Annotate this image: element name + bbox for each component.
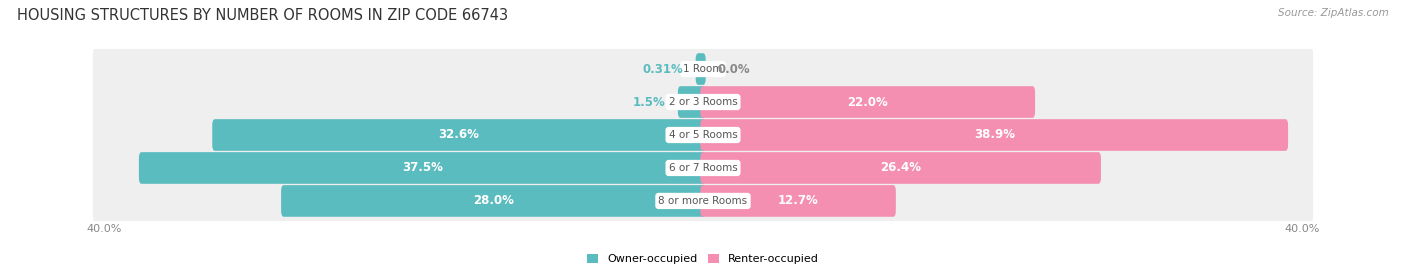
- FancyBboxPatch shape: [93, 178, 1313, 224]
- FancyBboxPatch shape: [281, 185, 706, 217]
- Text: 1.5%: 1.5%: [633, 96, 665, 109]
- Text: 6 or 7 Rooms: 6 or 7 Rooms: [669, 163, 737, 173]
- FancyBboxPatch shape: [93, 145, 1313, 191]
- Text: 28.0%: 28.0%: [472, 194, 513, 207]
- Text: 4 or 5 Rooms: 4 or 5 Rooms: [669, 130, 737, 140]
- Text: 8 or more Rooms: 8 or more Rooms: [658, 196, 748, 206]
- FancyBboxPatch shape: [700, 119, 1288, 151]
- Text: 0.0%: 0.0%: [718, 63, 751, 76]
- FancyBboxPatch shape: [93, 46, 1313, 92]
- Text: 26.4%: 26.4%: [880, 161, 921, 174]
- FancyBboxPatch shape: [139, 152, 706, 184]
- Text: 38.9%: 38.9%: [974, 129, 1015, 141]
- Text: HOUSING STRUCTURES BY NUMBER OF ROOMS IN ZIP CODE 66743: HOUSING STRUCTURES BY NUMBER OF ROOMS IN…: [17, 8, 508, 23]
- Text: 1 Room: 1 Room: [683, 64, 723, 74]
- Text: Source: ZipAtlas.com: Source: ZipAtlas.com: [1278, 8, 1389, 18]
- FancyBboxPatch shape: [700, 185, 896, 217]
- Text: 2 or 3 Rooms: 2 or 3 Rooms: [669, 97, 737, 107]
- FancyBboxPatch shape: [696, 53, 706, 85]
- FancyBboxPatch shape: [93, 112, 1313, 158]
- Text: 22.0%: 22.0%: [848, 96, 889, 109]
- Text: 37.5%: 37.5%: [402, 161, 443, 174]
- FancyBboxPatch shape: [93, 79, 1313, 125]
- Legend: Owner-occupied, Renter-occupied: Owner-occupied, Renter-occupied: [586, 254, 820, 264]
- FancyBboxPatch shape: [700, 86, 1035, 118]
- FancyBboxPatch shape: [700, 152, 1101, 184]
- FancyBboxPatch shape: [212, 119, 706, 151]
- Text: 32.6%: 32.6%: [439, 129, 479, 141]
- Text: 12.7%: 12.7%: [778, 194, 818, 207]
- FancyBboxPatch shape: [678, 86, 706, 118]
- Text: 0.31%: 0.31%: [643, 63, 683, 76]
